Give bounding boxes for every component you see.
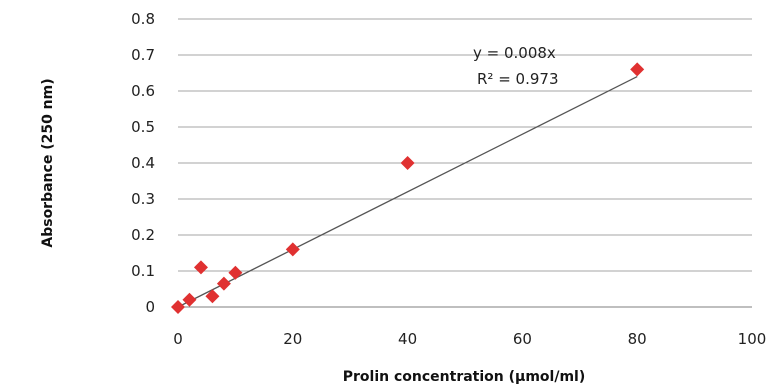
- x-tick-label: 80: [628, 330, 647, 348]
- y-tick-labels: 0 0.1 0.2 0.3 0.4 0.5 0.6 0.7 0.8: [131, 10, 155, 316]
- data-point: [193, 260, 208, 275]
- y-axis-title: Absorbance (250 nm): [40, 78, 56, 247]
- y-tick-label: 0.5: [131, 118, 155, 136]
- data-points: [171, 62, 645, 314]
- data-point: [285, 242, 300, 257]
- y-tick-label: 0.3: [131, 190, 155, 208]
- y-tick-label: 0: [145, 298, 155, 316]
- x-tick-label: 60: [513, 330, 532, 348]
- data-point: [205, 289, 220, 304]
- data-point: [171, 300, 185, 314]
- data-point: [630, 62, 645, 77]
- y-tick-label: 0.2: [131, 226, 155, 244]
- y-tick-label: 0.8: [131, 10, 155, 28]
- data-point: [228, 265, 243, 280]
- data-point: [216, 276, 231, 291]
- y-tick-label: 0.4: [131, 154, 155, 172]
- x-tick-label: 100: [738, 330, 767, 348]
- x-tick-label: 0: [173, 330, 183, 348]
- y-tick-label: 0.1: [131, 262, 155, 280]
- equation-annotation: y = 0.008x: [473, 44, 556, 62]
- gridlines: [178, 18, 752, 272]
- trendline: [177, 76, 638, 308]
- x-tick-labels: 0 20 40 60 80 100: [173, 330, 766, 348]
- data-point: [182, 292, 197, 307]
- y-tick-label: 0.6: [131, 82, 155, 100]
- data-point: [400, 156, 415, 170]
- x-axis-title: Prolin concentration (µmol/ml): [343, 369, 585, 385]
- y-tick-label: 0.7: [131, 46, 155, 64]
- x-tick-label: 20: [283, 330, 302, 348]
- r-squared-annotation: R² = 0.973: [477, 70, 558, 88]
- x-tick-label: 40: [398, 330, 417, 348]
